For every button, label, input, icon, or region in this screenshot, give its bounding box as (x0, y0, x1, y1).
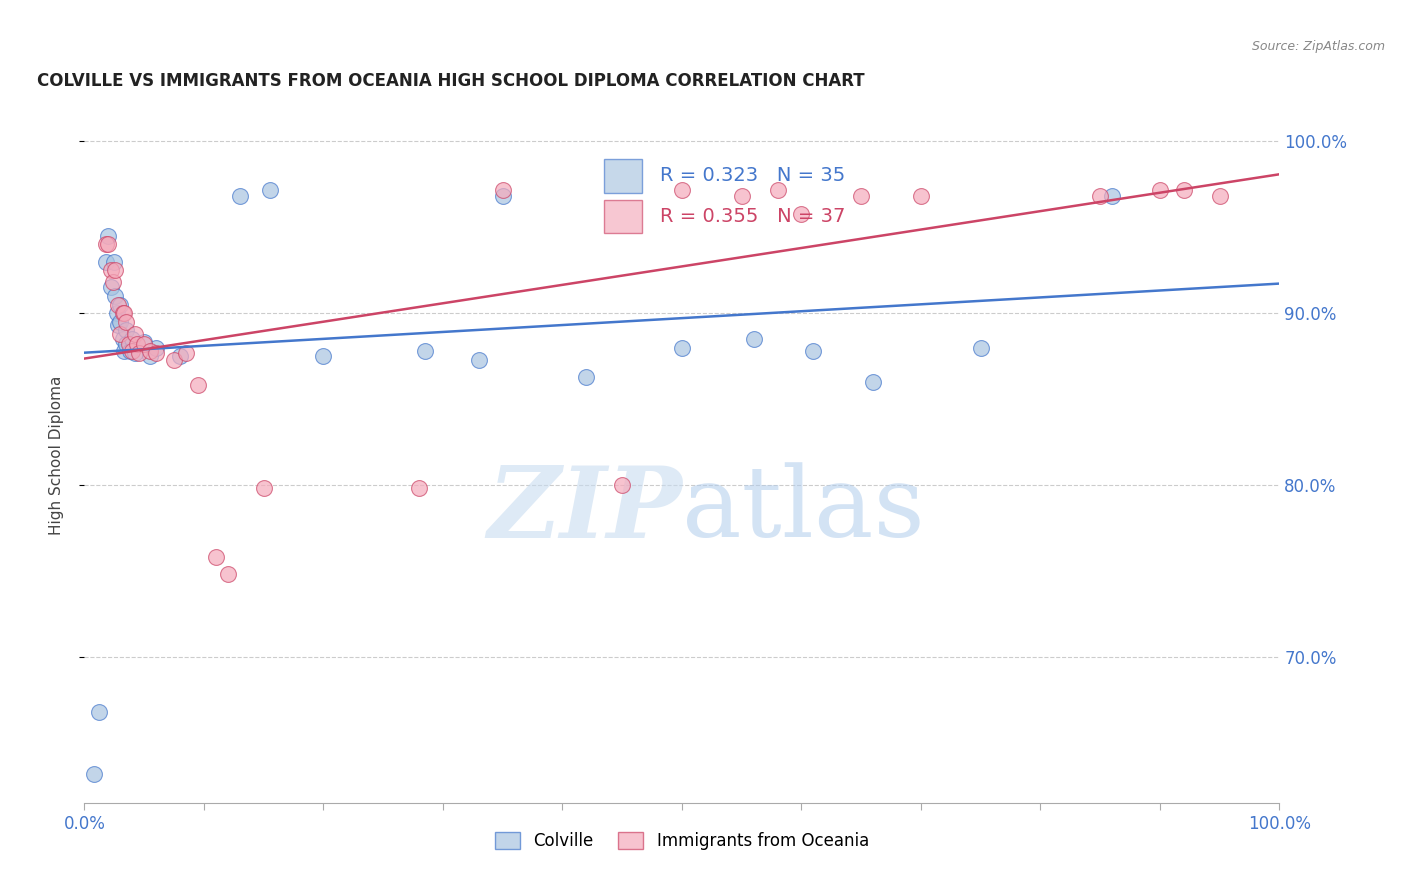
Point (103, 254, 125, 268)
Point (253, 482, 276, 496)
Point (259, 182, 281, 196)
Text: atlas: atlas (682, 463, 925, 558)
Point (468, 352, 491, 367)
Point (112, 343, 135, 358)
Point (217, 567, 239, 582)
Point (575, 369, 598, 384)
Point (174, 345, 197, 359)
Point (110, 315, 132, 329)
Point (970, 341, 993, 355)
Point (731, 189, 754, 203)
Point (169, 349, 191, 363)
Bar (605, 159, 643, 193)
Legend: Colville, Immigrants from Oceania: Colville, Immigrants from Oceania (488, 826, 876, 857)
Point (115, 315, 138, 329)
Point (97, 228, 120, 243)
Point (117, 337, 139, 351)
Point (110, 326, 132, 341)
Point (97, 237, 120, 252)
Point (94, 254, 117, 268)
Point (1173, 182, 1195, 196)
Point (105, 306, 128, 320)
Point (100, 263, 122, 277)
Point (104, 289, 127, 303)
Text: R = 0.355   N = 37: R = 0.355 N = 37 (661, 207, 846, 226)
Point (413, 343, 436, 358)
Point (766, 182, 789, 196)
Point (104, 263, 127, 277)
Point (205, 550, 228, 565)
Point (118, 343, 141, 358)
Point (94, 237, 117, 252)
Point (125, 337, 148, 351)
Point (100, 280, 122, 294)
Point (128, 345, 150, 359)
Point (121, 343, 143, 358)
Point (124, 345, 146, 359)
Point (145, 341, 167, 355)
Point (1209, 189, 1232, 203)
Point (107, 318, 129, 333)
Point (124, 326, 146, 341)
Text: Source: ZipAtlas.com: Source: ZipAtlas.com (1251, 40, 1385, 54)
Point (121, 332, 143, 346)
Point (132, 337, 156, 351)
Text: R = 0.323   N = 35: R = 0.323 N = 35 (661, 167, 845, 186)
Bar (605, 200, 643, 233)
Point (671, 341, 693, 355)
Point (492, 189, 515, 203)
Point (910, 189, 932, 203)
Point (851, 189, 873, 203)
Point (145, 345, 167, 359)
Point (111, 306, 134, 320)
Point (492, 182, 515, 196)
Point (83, 766, 105, 780)
Point (101, 275, 124, 289)
Point (229, 189, 252, 203)
Point (139, 349, 162, 363)
Point (187, 378, 209, 392)
Point (132, 335, 156, 350)
Point (1101, 189, 1123, 203)
Point (115, 323, 138, 337)
Point (1149, 182, 1171, 196)
Point (1090, 189, 1112, 203)
Point (612, 478, 634, 492)
Point (111, 332, 134, 346)
Point (671, 182, 693, 196)
Point (107, 297, 129, 311)
Point (163, 352, 186, 367)
Point (110, 297, 132, 311)
Y-axis label: High School Diploma: High School Diploma (49, 376, 63, 534)
Point (408, 482, 430, 496)
Text: ZIP: ZIP (486, 462, 682, 558)
Point (790, 206, 813, 220)
Text: COLVILLE VS IMMIGRANTS FROM OCEANIA HIGH SCHOOL DIPLOMA CORRELATION CHART: COLVILLE VS IMMIGRANTS FROM OCEANIA HIGH… (37, 72, 865, 90)
Point (115, 337, 138, 351)
Point (312, 349, 335, 363)
Point (87, 705, 110, 719)
Point (803, 343, 825, 358)
Point (862, 375, 884, 389)
Point (139, 343, 162, 358)
Point (742, 332, 765, 346)
Point (112, 306, 135, 320)
